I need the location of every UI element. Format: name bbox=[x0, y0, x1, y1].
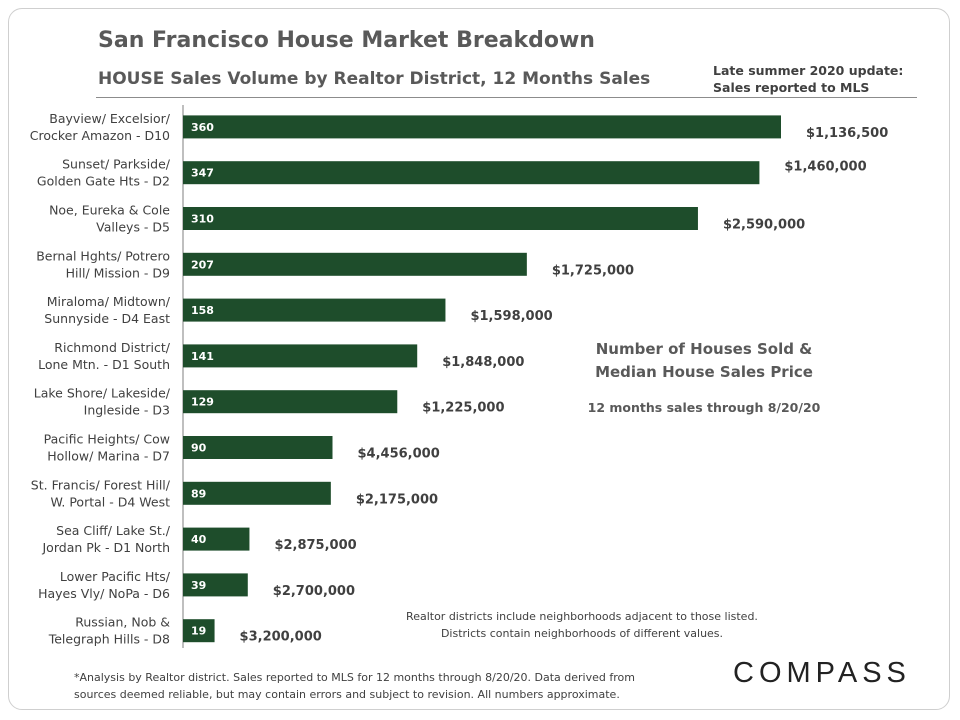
category-label: Hayes Vly/ NoPa - D6 bbox=[38, 586, 170, 601]
category-label: Ingleside - D3 bbox=[84, 403, 170, 418]
median-price-label: $1,460,000 bbox=[784, 160, 866, 175]
chart-subtitle: HOUSE Sales Volume by Realtor District, … bbox=[98, 69, 651, 89]
median-price-label: $1,136,500 bbox=[806, 126, 888, 141]
category-label: Pacific Heights/ Cow bbox=[44, 432, 170, 447]
chart-legend: Number of Houses Sold & Median House Sal… bbox=[586, 338, 822, 415]
category-label: Russian, Nob & bbox=[75, 615, 170, 630]
bar-value-label: 89 bbox=[191, 487, 206, 500]
district-note: Realtor districts include neighborhoods … bbox=[392, 608, 772, 642]
category-label: Sunnyside - D4 East bbox=[44, 311, 170, 326]
update-note-line-2: Sales reported to MLS bbox=[713, 80, 870, 95]
median-price-label: $1,848,000 bbox=[442, 355, 524, 370]
header-divider bbox=[96, 97, 917, 98]
category-label: Lone Mtn. - D1 South bbox=[38, 357, 170, 372]
bar-value-label: 207 bbox=[191, 258, 214, 271]
legend-period: 12 months sales through 8/20/20 bbox=[587, 400, 821, 415]
bar-value-label: 158 bbox=[191, 304, 214, 317]
median-price-label: $2,875,000 bbox=[274, 538, 356, 553]
bar-value-label: 90 bbox=[191, 442, 207, 455]
bar bbox=[183, 344, 418, 368]
category-label: Sunset/ Parkside/ bbox=[62, 157, 171, 172]
bar bbox=[183, 527, 250, 551]
district-note-line-2: Districts contain neighborhoods of diffe… bbox=[440, 627, 724, 640]
bar-value-label: 310 bbox=[191, 213, 214, 226]
category-label: Lower Pacific Hts/ bbox=[60, 569, 171, 584]
median-price-label: $1,598,000 bbox=[470, 309, 552, 324]
category-label: Lake Shore/ Lakeside/ bbox=[34, 386, 171, 401]
bar bbox=[183, 207, 698, 230]
legend-line-1: Number of Houses Sold & bbox=[595, 340, 813, 358]
category-label: Richmond District/ bbox=[54, 340, 171, 355]
footnote-line-1: *Analysis by Realtor district. Sales rep… bbox=[74, 671, 635, 684]
footnote-line-2: sources deemed reliable, but may contain… bbox=[74, 688, 620, 701]
category-label: St. Francis/ Forest Hill/ bbox=[31, 477, 171, 492]
median-price-label: $4,456,000 bbox=[358, 447, 440, 462]
bar bbox=[183, 390, 398, 414]
bar-value-label: 40 bbox=[191, 533, 207, 546]
category-label: Hill/ Mission - D9 bbox=[66, 265, 170, 280]
category-label: Telegraph Hills - D8 bbox=[48, 632, 170, 647]
bar bbox=[183, 161, 760, 185]
category-label: W. Portal - D4 West bbox=[50, 494, 170, 509]
category-label: Noe, Eureka & Cole bbox=[49, 203, 170, 218]
bar bbox=[183, 115, 781, 139]
chart-title: San Francisco House Market Breakdown bbox=[98, 28, 595, 53]
chart-frame bbox=[8, 8, 950, 710]
median-price-label: $2,175,000 bbox=[356, 492, 438, 507]
category-label: Bernal Hghts/ Potrero bbox=[36, 248, 170, 263]
category-label: Miraloma/ Midtown/ bbox=[47, 294, 171, 309]
bar-value-label: 39 bbox=[191, 579, 206, 592]
footnote: *Analysis by Realtor district. Sales rep… bbox=[74, 669, 635, 703]
category-label: Golden Gate Hts - D2 bbox=[37, 174, 170, 189]
category-label: Valleys - D5 bbox=[96, 220, 170, 235]
category-label: Bayview/ Excelsior/ bbox=[49, 111, 170, 126]
category-label: Crocker Amazon - D10 bbox=[30, 128, 170, 143]
update-note: Late summer 2020 update: Sales reported … bbox=[713, 62, 903, 96]
bar-value-label: 19 bbox=[191, 625, 206, 638]
bar bbox=[183, 481, 331, 505]
bar-value-label: 141 bbox=[191, 350, 214, 363]
median-price-label: $2,700,000 bbox=[273, 584, 355, 599]
bar-value-label: 129 bbox=[191, 396, 214, 409]
bar bbox=[183, 298, 446, 322]
median-price-label: $2,590,000 bbox=[723, 218, 805, 233]
category-label: Jordan Pk - D1 North bbox=[42, 540, 171, 555]
median-price-label: $1,725,000 bbox=[552, 263, 634, 278]
category-label: Hollow/ Marina - D7 bbox=[47, 449, 170, 464]
category-label: Sea Cliff/ Lake St./ bbox=[56, 523, 171, 538]
bar bbox=[183, 573, 248, 597]
bar-value-label: 347 bbox=[191, 167, 214, 180]
bar bbox=[183, 619, 215, 643]
median-price-label: $1,225,000 bbox=[422, 401, 504, 416]
bar-value-label: 360 bbox=[191, 121, 214, 134]
bar bbox=[183, 436, 333, 459]
legend-line-2: Median House Sales Price bbox=[595, 363, 813, 381]
median-price-label: $3,200,000 bbox=[240, 630, 322, 645]
bar bbox=[183, 252, 527, 276]
district-note-line-1: Realtor districts include neighborhoods … bbox=[406, 610, 758, 623]
update-note-line-1: Late summer 2020 update: bbox=[713, 63, 904, 78]
compass-logo: COMPASS bbox=[733, 657, 911, 689]
